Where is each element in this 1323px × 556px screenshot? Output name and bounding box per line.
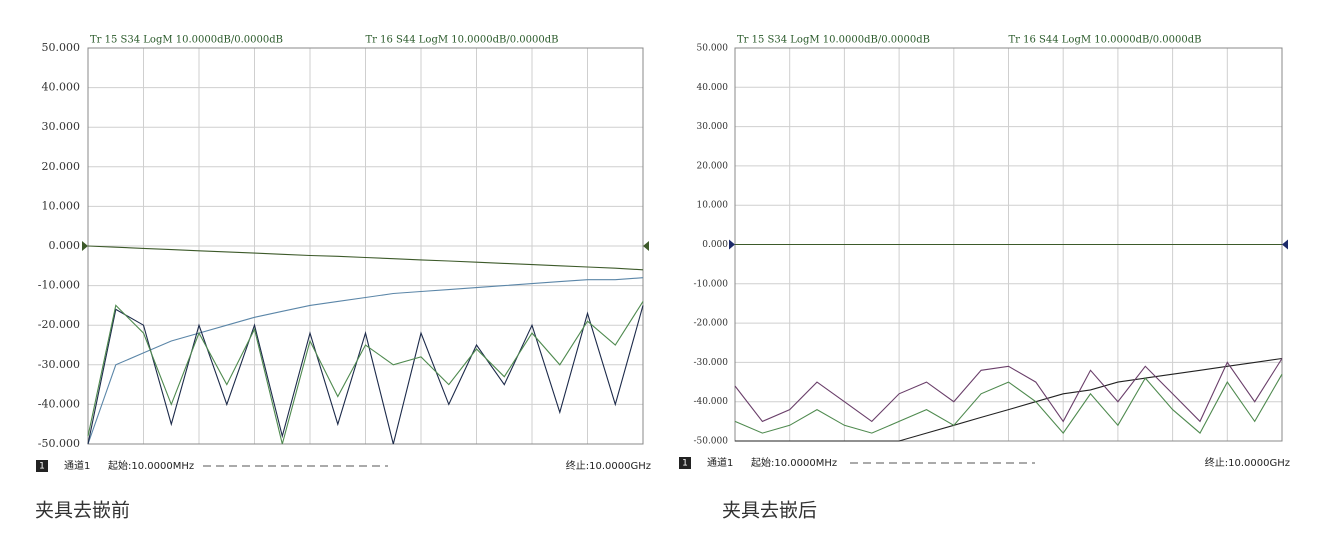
caption: 夹具去嵌前 bbox=[35, 500, 130, 522]
y-tick-label: 0.000 bbox=[49, 239, 81, 252]
trace bbox=[87, 245, 644, 271]
y-tick-label: -30.000 bbox=[693, 358, 728, 368]
reference-marker bbox=[82, 241, 88, 251]
y-tick-label: 50.000 bbox=[42, 41, 81, 54]
trace-label: Tr 16 S44 LogM 10.0000dB/0.0000dB bbox=[366, 35, 559, 46]
y-tick-label: 30.000 bbox=[42, 120, 81, 133]
reference-marker bbox=[643, 241, 649, 251]
trace-label: Tr 16 S44 LogM 10.0000dB/0.0000dB bbox=[1009, 35, 1202, 46]
channel-name: 通道1 bbox=[64, 459, 90, 472]
caption: 夹具去嵌后 bbox=[722, 500, 817, 522]
reference-marker bbox=[729, 239, 735, 250]
stop-freq: 终止:10.0000GHz bbox=[566, 459, 651, 472]
y-tick-label: -20.000 bbox=[38, 318, 80, 331]
channel-badge-box bbox=[36, 460, 48, 472]
y-tick-label: 30.000 bbox=[697, 122, 729, 132]
y-tick-label: -30.000 bbox=[38, 358, 80, 371]
trace bbox=[734, 358, 1283, 423]
y-tick-label: 20.000 bbox=[42, 160, 81, 173]
trace bbox=[87, 277, 644, 445]
start-freq: 起始:10.0000MHz bbox=[751, 456, 837, 469]
y-tick-label: -10.000 bbox=[693, 279, 728, 289]
trace bbox=[734, 373, 1283, 434]
y-tick-label: -40.000 bbox=[693, 397, 728, 407]
channel-badge: 1 bbox=[682, 459, 688, 469]
y-tick-label: 20.000 bbox=[697, 161, 729, 171]
y-tick-label: 40.000 bbox=[697, 83, 729, 93]
channel-name: 通道1 bbox=[707, 456, 733, 469]
y-tick-label: -20.000 bbox=[693, 319, 728, 329]
y-tick-label: -50.000 bbox=[38, 437, 80, 450]
reference-marker bbox=[1282, 239, 1288, 250]
y-tick-label: 50.000 bbox=[697, 44, 729, 54]
y-tick-label: 10.000 bbox=[697, 201, 729, 211]
y-tick-label: -10.000 bbox=[38, 279, 80, 292]
channel-badge-box bbox=[679, 457, 691, 469]
y-tick-label: 40.000 bbox=[42, 81, 81, 94]
trace bbox=[87, 305, 644, 445]
y-tick-label: 10.000 bbox=[42, 199, 81, 212]
stop-freq: 终止:10.0000GHz bbox=[1205, 456, 1290, 469]
trace-label: Tr 15 S34 LogM 10.0000dB/0.0000dB bbox=[90, 35, 283, 46]
y-tick-label: -50.000 bbox=[693, 437, 728, 447]
trace bbox=[735, 357, 1283, 442]
trace bbox=[87, 301, 644, 445]
channel-badge: 1 bbox=[39, 462, 45, 472]
y-tick-label: 0.000 bbox=[702, 240, 728, 250]
trace-label: Tr 15 S34 LogM 10.0000dB/0.0000dB bbox=[737, 35, 930, 46]
y-tick-label: -40.000 bbox=[38, 397, 80, 410]
start-freq: 起始:10.0000MHz bbox=[108, 459, 194, 472]
